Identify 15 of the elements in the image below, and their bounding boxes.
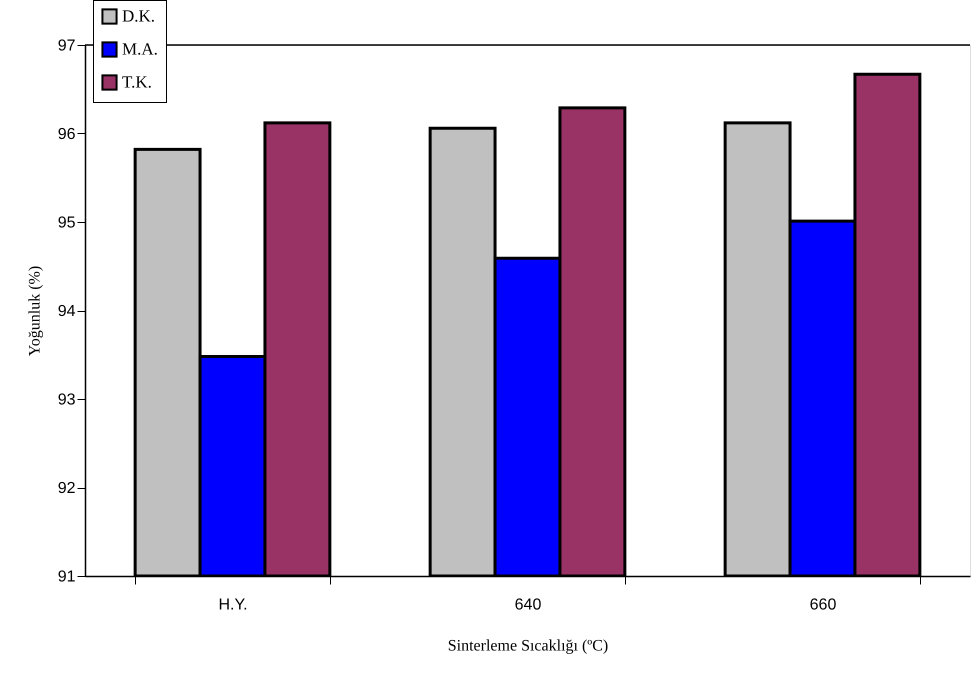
x-tick-label: 640 — [514, 596, 542, 614]
y-tick-label: 92 — [58, 480, 76, 497]
x-tick-label: H.Y. — [218, 596, 248, 614]
legend-label: M.A. — [122, 40, 158, 58]
legend-label: T.K. — [122, 72, 152, 92]
x-axis-title: Sinterleme Sıcaklığı (ºC) — [448, 638, 608, 654]
y-tick-label: 91 — [58, 568, 76, 586]
y-tick-label: 93 — [58, 392, 76, 408]
x-tick-label: 660 — [810, 596, 836, 614]
legend-label: D.K. — [122, 6, 156, 26]
y-tick-label: 97 — [58, 38, 76, 54]
y-axis-title: Yoğunluk (%) — [26, 266, 44, 356]
y-tick-label: 96 — [58, 126, 76, 143]
y-tick-label: 95 — [58, 214, 76, 232]
y-tick-label: 94 — [58, 303, 76, 320]
